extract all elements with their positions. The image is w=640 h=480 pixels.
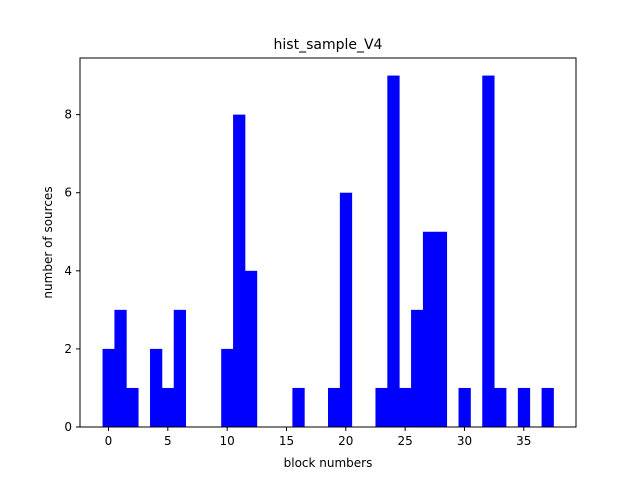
x-axis-ticks: 0 5 10 15 20 25 30 35 — [105, 427, 531, 448]
x-tick-label: 10 — [219, 434, 234, 448]
bar-32 — [482, 75, 495, 428]
plot-frame — [79, 57, 577, 428]
y-tick-label: 0 — [64, 420, 72, 434]
bar-10 — [221, 348, 234, 427]
bar-2 — [126, 387, 139, 427]
bar-26 — [411, 309, 424, 427]
y-tick-label: 4 — [64, 264, 72, 278]
x-tick-label: 25 — [397, 434, 412, 448]
bar-25 — [399, 387, 412, 427]
bar-27 — [422, 231, 436, 427]
bar-20 — [339, 192, 353, 427]
bar-11 — [233, 114, 246, 427]
bar-19 — [328, 387, 341, 427]
bar-5 — [161, 387, 175, 427]
bar-0 — [102, 348, 115, 427]
x-tick-label: 0 — [105, 434, 113, 448]
y-axis-label: number of sources — [41, 186, 55, 298]
x-tick-label: 20 — [338, 434, 353, 448]
bar-16 — [292, 387, 305, 427]
x-axis-label: block numbers — [284, 456, 373, 470]
bar-33 — [494, 387, 507, 427]
x-tick-label: 5 — [164, 434, 172, 448]
x-tick-label: 35 — [516, 434, 531, 448]
y-tick-label: 6 — [64, 186, 72, 200]
bar-30 — [458, 387, 471, 427]
y-axis-ticks: 0 2 4 6 8 — [64, 108, 80, 434]
bar-24 — [387, 75, 400, 428]
bar-4 — [150, 348, 163, 427]
bar-28 — [434, 231, 448, 427]
bar-35 — [517, 387, 531, 427]
bar-1 — [114, 309, 127, 427]
y-tick-label: 2 — [64, 342, 72, 356]
bar-23 — [375, 387, 388, 427]
y-tick-label: 8 — [64, 108, 72, 122]
bar-12 — [244, 270, 258, 427]
bar-37 — [541, 387, 554, 427]
bars-group — [102, 75, 554, 428]
x-tick-label: 30 — [457, 434, 472, 448]
x-tick-label: 15 — [279, 434, 294, 448]
bar-6 — [173, 309, 187, 427]
chart-title: hist_sample_V4 — [274, 37, 383, 53]
